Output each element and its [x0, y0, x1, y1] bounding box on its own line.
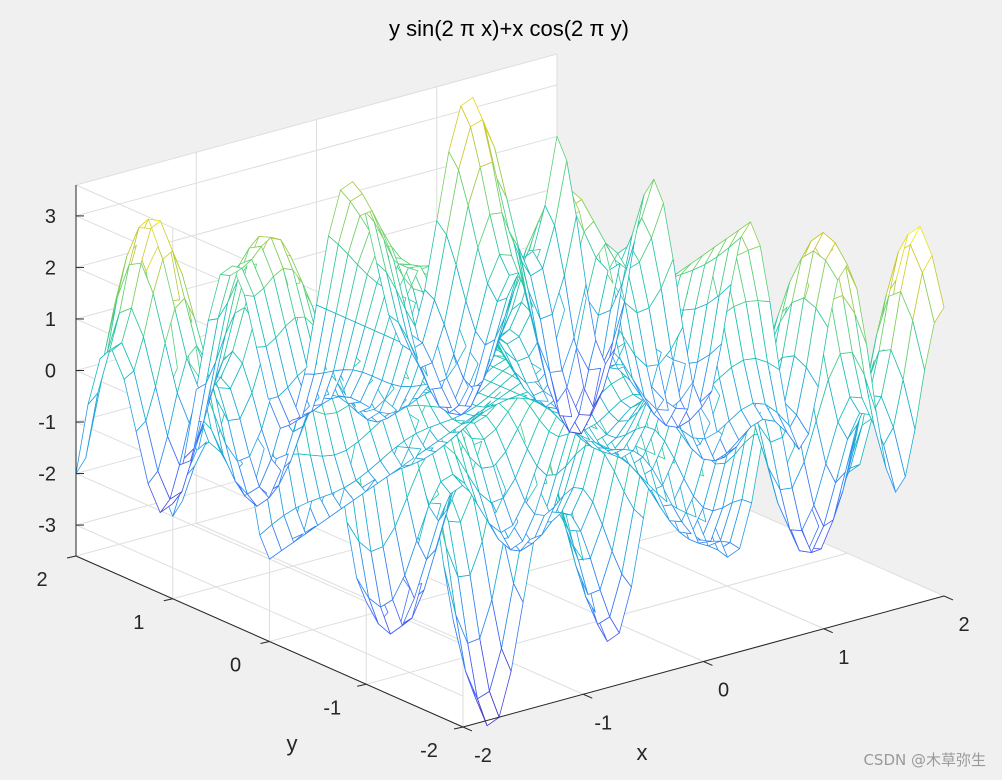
y-tick-label: -1: [323, 697, 341, 719]
x-tick-label: 1: [838, 647, 849, 669]
z-tick-label: -3: [38, 515, 56, 537]
z-tick-label: 1: [45, 309, 56, 331]
y-tick-mark: [453, 726, 464, 730]
y-tick-mark: [163, 598, 173, 602]
z-tick-label: 0: [45, 361, 56, 383]
watermark: CSDN @木草弥生: [863, 751, 986, 769]
y-tick-label: 2: [36, 569, 47, 591]
x-tick-label: -1: [594, 712, 612, 734]
x-tick-mark: [943, 595, 954, 601]
y-tick-label: -2: [420, 740, 438, 762]
tick-labels: -2 -1 0 1 2 -2 -1 0 1 2 -3 -2 -1 0 1 2 3: [36, 206, 969, 767]
box-edge-back: [75, 53, 558, 186]
x-axis-label: x: [637, 740, 648, 765]
y-tick-label: 0: [230, 655, 241, 677]
y-axis-label: y: [287, 731, 298, 756]
y-tick-mark: [260, 641, 270, 644]
y-tick-label: 1: [133, 612, 144, 634]
grid-line-z-left: [75, 524, 464, 697]
x-tick-label: 2: [958, 614, 969, 636]
x-tick-mark: [703, 661, 713, 666]
mesh-cell: [75, 392, 99, 475]
z-tick-label: -1: [38, 412, 56, 434]
x-tick-label: -2: [474, 745, 492, 767]
x-tick-mark: [462, 726, 473, 732]
x-tick-mark: [823, 628, 833, 634]
mesh-surface: [75, 97, 945, 727]
z-tick-label: 3: [45, 206, 56, 228]
x-tick-mark: [583, 693, 593, 699]
y-tick-mark: [357, 683, 367, 687]
axis-lines: [66, 185, 954, 732]
z-tick-label: -2: [38, 464, 56, 486]
x-tick-label: 0: [718, 680, 729, 702]
z-tick-label: 2: [45, 257, 56, 279]
y-tick-mark: [66, 555, 77, 559]
chart-title: y sin(2 π x)+x cos(2 π y): [389, 16, 629, 41]
